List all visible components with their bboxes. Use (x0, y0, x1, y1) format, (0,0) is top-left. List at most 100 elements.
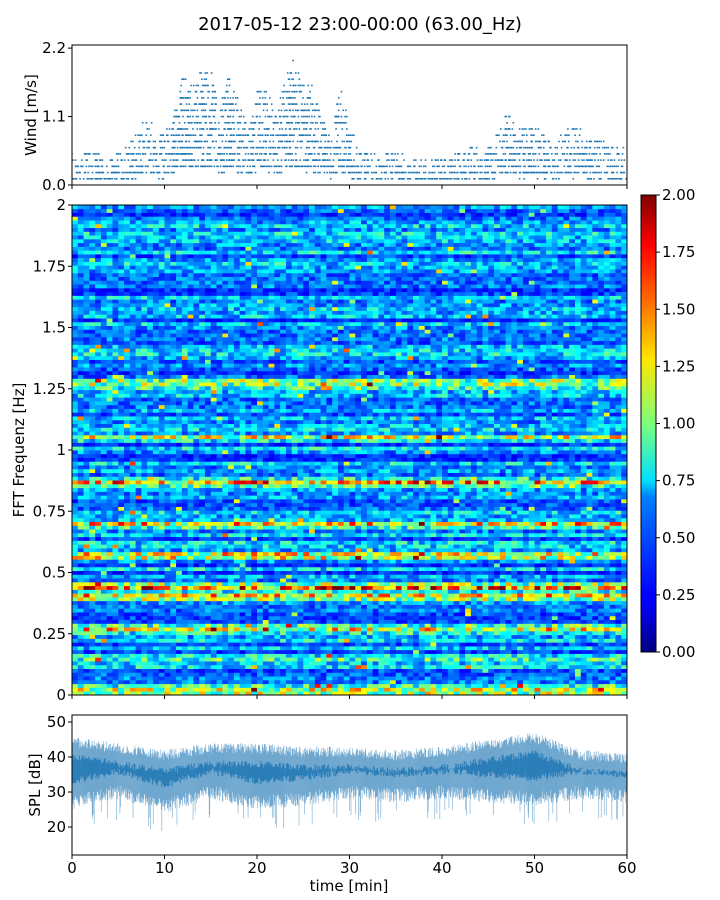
wind-point (293, 115, 295, 118)
wind-point (232, 159, 234, 161)
spectrogram-cell (465, 683, 472, 688)
wind-point (129, 165, 131, 168)
spectrogram-cell (384, 679, 391, 685)
spectrogram-cell (482, 589, 489, 594)
wind-point (467, 165, 470, 168)
wind-point (322, 165, 325, 168)
wind-point (603, 153, 606, 155)
wind-point (573, 171, 575, 174)
spectrogram-cell (95, 691, 102, 695)
spectrogram-cell (615, 593, 622, 598)
spectrogram-cell (158, 608, 165, 613)
wind-point (332, 159, 335, 161)
spectrogram-cell (83, 593, 90, 598)
wind-point (337, 146, 340, 149)
wind-point (252, 121, 255, 124)
wind-y-ticks: 0.01.12.2 (42, 39, 72, 194)
spectrogram-cell (366, 687, 374, 692)
wind-point (200, 103, 202, 105)
spectrogram-cell (384, 653, 391, 658)
spectrogram-cell (280, 615, 287, 621)
spectrogram-cell (332, 615, 339, 621)
spectrogram-cell (164, 661, 171, 666)
wind-point (283, 90, 285, 93)
spectrogram-cell (83, 581, 90, 587)
spectrogram-cell (320, 615, 327, 621)
spectrogram-cell (222, 597, 229, 602)
wind-point (299, 159, 302, 161)
spectrogram-cell (407, 661, 414, 666)
wind-point (527, 159, 530, 161)
wind-point (294, 97, 296, 99)
wind-point (166, 165, 169, 168)
spectrogram-cell (372, 642, 379, 647)
spectrogram-cell (285, 657, 293, 662)
spectrogram-cell (511, 661, 518, 666)
spectrogram-cell (216, 634, 223, 639)
wind-point (268, 146, 270, 149)
spectrogram-cell (569, 679, 576, 685)
spectrogram-cell (488, 661, 495, 666)
wind-point (100, 171, 103, 174)
spectrogram-cell (447, 668, 454, 673)
spectrogram-cell (563, 612, 570, 617)
wind-point (272, 140, 275, 143)
spectrogram-cell (378, 649, 385, 654)
wind-point (182, 134, 184, 137)
spectrogram-cell (389, 661, 397, 666)
spectrogram-cell (204, 585, 212, 590)
wind-point (422, 177, 424, 180)
spectrogram-cell (210, 661, 217, 666)
spectrogram-cell (216, 687, 223, 692)
spectrogram-cell (326, 679, 333, 685)
wind-point (397, 153, 399, 155)
wind-point (448, 171, 451, 174)
spectrogram-cell (609, 653, 616, 658)
wind-point (240, 171, 242, 174)
wind-point (357, 177, 360, 180)
spectrogram-cell (118, 597, 125, 602)
spectrogram-cell (158, 634, 165, 639)
wind-point (531, 171, 533, 174)
spectrogram-cell (592, 664, 599, 670)
wind-point (294, 128, 296, 130)
wind-point (269, 140, 271, 143)
wind-point (317, 140, 319, 143)
wind-point (185, 97, 188, 99)
wind-point (88, 153, 90, 155)
wind-point (508, 165, 510, 168)
spectrogram-cell (430, 664, 437, 670)
wind-point (311, 103, 314, 105)
wind-point (132, 171, 135, 174)
spectrogram-cell (407, 653, 414, 658)
spectrogram-cell (129, 668, 136, 673)
spectrogram-cell (563, 608, 570, 613)
spectrogram-cell (407, 668, 414, 673)
spectrogram-cell (83, 604, 90, 609)
spectrogram-cell (551, 597, 559, 602)
wind-point (344, 115, 346, 118)
wind-point (193, 103, 196, 105)
spectrogram-cell (453, 619, 460, 624)
spectrogram-cell (187, 687, 194, 692)
wind-point (589, 177, 592, 180)
spectrogram-cell (540, 679, 547, 685)
spectrogram-cell (233, 619, 241, 624)
wind-point (354, 171, 356, 174)
spectrogram-cell (413, 642, 420, 647)
wind-point (487, 153, 490, 155)
spectrogram-cell (551, 653, 559, 658)
spectrogram-cell (326, 661, 333, 666)
spectrogram-cell (488, 676, 495, 681)
wind-point (101, 171, 104, 174)
spectrogram-cell (551, 672, 559, 677)
spectrogram-cell (268, 679, 275, 685)
wind-point (177, 134, 180, 137)
spectrogram-cell (592, 608, 599, 613)
spectrogram-cell (401, 672, 408, 677)
spectrogram-cell (147, 668, 154, 673)
wind-point (555, 177, 558, 180)
wind-point (305, 109, 308, 112)
wind-point (320, 140, 322, 143)
wind-point (169, 159, 172, 161)
